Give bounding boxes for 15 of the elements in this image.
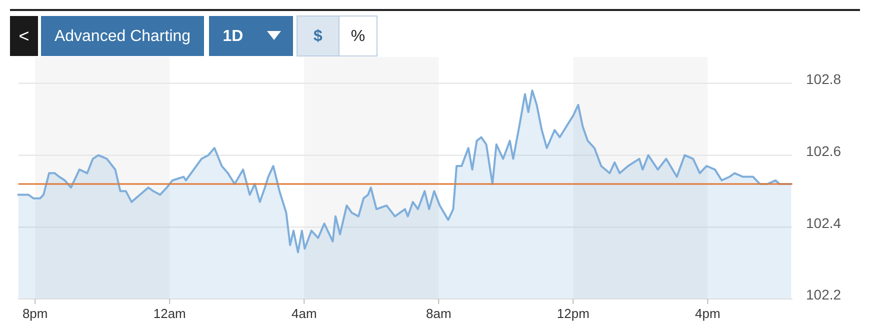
y-tick-label: 102.4 xyxy=(806,214,842,231)
y-tick-label: 102.8 xyxy=(806,71,842,88)
y-tick-label: 102.2 xyxy=(806,286,842,303)
text: < xyxy=(18,26,30,46)
x-tick-label: 4pm xyxy=(695,306,720,321)
x-tick-label: 12pm xyxy=(556,306,590,321)
x-tick-label: 8am xyxy=(426,306,452,321)
x-tick-label: 12am xyxy=(153,306,186,321)
text: $ xyxy=(314,28,323,46)
y-tick-label: 102.6 xyxy=(806,142,842,159)
x-tick-label: 4am xyxy=(291,306,317,321)
x-tick-label: 8pm xyxy=(22,306,48,321)
text: Advanced Charting xyxy=(54,28,191,46)
text: % xyxy=(350,28,366,46)
text: 1D xyxy=(222,28,244,46)
